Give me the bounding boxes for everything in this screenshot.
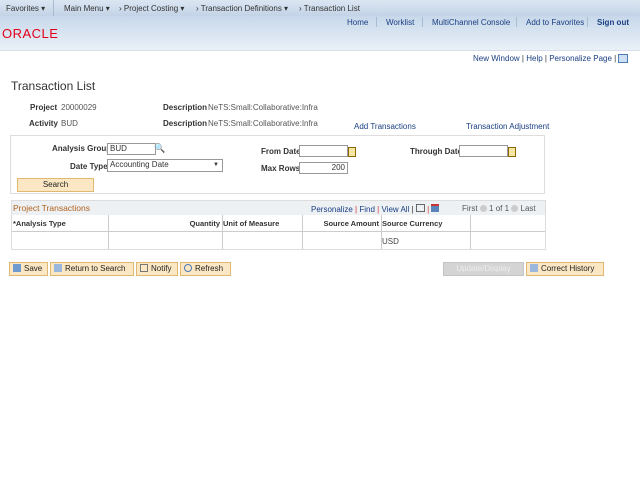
description-label: Description	[163, 103, 208, 112]
refresh-label: Refresh	[195, 264, 224, 273]
correct-history-label: Correct History	[541, 264, 595, 273]
date-type-value: Accounting Date	[110, 160, 169, 169]
column-header-source-amount: Source Amount	[323, 219, 379, 228]
date-type-label: Date Type	[70, 162, 108, 171]
chevron-down-icon: ▼	[213, 162, 219, 168]
refresh-button[interactable]: Refresh	[180, 262, 231, 276]
save-icon	[13, 264, 21, 273]
return-to-search-label: Return to Search	[65, 264, 126, 273]
column-header-quantity: Quantity	[189, 219, 220, 228]
description-label: Description	[163, 119, 208, 128]
view-all-link[interactable]: View All	[381, 205, 410, 214]
refresh-icon	[184, 264, 192, 273]
main-menu[interactable]: Main Menu ▾	[64, 4, 110, 13]
correct-history-button[interactable]: Correct History	[526, 262, 604, 276]
activity-description: NeTS:Small:Collaborative:Infra	[208, 119, 318, 128]
add-transactions-link[interactable]: Add Transactions	[354, 122, 416, 131]
favorites-label: Favorites	[6, 4, 39, 13]
project-label: Project	[30, 103, 58, 112]
column-header-source-currency: Source Currency	[382, 219, 443, 228]
grid-title: Project Transactions	[13, 203, 91, 213]
analysis-group-label: Analysis Group	[52, 144, 112, 153]
main-menu-label: Main Menu	[64, 4, 104, 13]
next-icon[interactable]	[511, 205, 519, 213]
first-label[interactable]: First	[462, 204, 478, 213]
project-transactions-grid: Project Transactions Personalize | Find …	[11, 200, 546, 250]
breadcrumb-bar: Favorites ▾ Main Menu ▾ › Project Costin…	[0, 0, 640, 17]
worklist-link[interactable]: Worklist	[386, 18, 415, 27]
multichannel-console-link[interactable]: MultiChannel Console	[432, 18, 511, 27]
previous-icon[interactable]	[479, 205, 487, 213]
page-title: Transaction List	[11, 79, 96, 93]
search-button[interactable]: Search	[17, 178, 94, 192]
through-date-label: Through Date	[410, 147, 462, 156]
column-header-unit-of-measure: Unit of Measure	[223, 219, 280, 228]
save-button[interactable]: Save	[9, 262, 48, 276]
transaction-adjustment-link[interactable]: Transaction Adjustment	[466, 122, 550, 131]
help-link[interactable]: Help	[526, 54, 543, 63]
page-links: New Window | Help | Personalize Page |	[473, 54, 629, 64]
add-to-favorites-link[interactable]: Add to Favorites	[526, 18, 585, 27]
max-rows-input[interactable]: 200	[299, 162, 348, 174]
layout-icon[interactable]	[618, 54, 629, 64]
grid-toolbar: Personalize | Find | View All | |	[311, 204, 440, 214]
sign-out-link[interactable]: Sign out	[597, 18, 629, 27]
through-date-input[interactable]	[459, 145, 508, 157]
date-type-select[interactable]: Accounting Date ▼	[107, 159, 223, 172]
zoom-icon[interactable]	[415, 204, 425, 212]
column-header-analysis-type: *Analysis Type	[13, 219, 66, 228]
calendar-icon[interactable]	[348, 147, 356, 157]
download-icon[interactable]	[431, 204, 440, 212]
favorites-menu[interactable]: Favorites ▾	[6, 4, 46, 13]
return-to-search-button[interactable]: Return to Search	[50, 262, 134, 276]
project-description: NeTS:Small:Collaborative:Infra	[208, 103, 318, 112]
max-rows-label: Max Rows	[261, 164, 301, 173]
transaction-definitions-label: Transaction Definitions	[200, 4, 282, 13]
source-currency-cell: USD	[382, 237, 399, 246]
last-label[interactable]: Last	[520, 204, 536, 213]
find-link[interactable]: Find	[359, 205, 375, 214]
personalize-page-link[interactable]: Personalize Page	[549, 54, 612, 63]
pager-count: 1 of 1	[489, 204, 510, 213]
update-display-button[interactable]: Update/Display	[443, 262, 524, 276]
oracle-logo: ORACLE	[2, 26, 59, 41]
correct-history-icon	[530, 264, 538, 273]
return-to-search-icon	[54, 264, 62, 273]
search-panel	[10, 135, 545, 194]
breadcrumb-project-costing[interactable]: › Project Costing ▾	[119, 4, 185, 13]
project-value: 20000029	[61, 103, 97, 112]
project-costing-label: Project Costing	[123, 4, 179, 13]
lookup-icon[interactable]: 🔍	[154, 143, 166, 153]
breadcrumb-transaction-definitions[interactable]: › Transaction Definitions ▾	[196, 4, 289, 13]
activity-value: BUD	[61, 119, 78, 128]
home-link[interactable]: Home	[347, 18, 369, 27]
activity-label: Activity	[29, 119, 58, 128]
notify-label: Notify	[151, 264, 172, 273]
personalize-link[interactable]: Personalize	[311, 205, 353, 214]
new-window-link[interactable]: New Window	[473, 54, 520, 63]
calendar-icon[interactable]	[508, 147, 516, 157]
from-date-input[interactable]	[299, 145, 348, 157]
notify-button[interactable]: Notify	[136, 262, 178, 276]
analysis-group-input[interactable]: BUD	[107, 143, 156, 155]
notify-icon	[140, 264, 148, 273]
pager: First 1 of 1 Last	[462, 204, 536, 213]
from-date-label: From Date	[261, 147, 301, 156]
breadcrumb-current: › Transaction List	[299, 4, 360, 13]
save-label: Save	[24, 264, 43, 273]
current-label: Transaction List	[303, 4, 360, 13]
header: Home Worklist MultiChannel Console Add t…	[0, 16, 640, 51]
